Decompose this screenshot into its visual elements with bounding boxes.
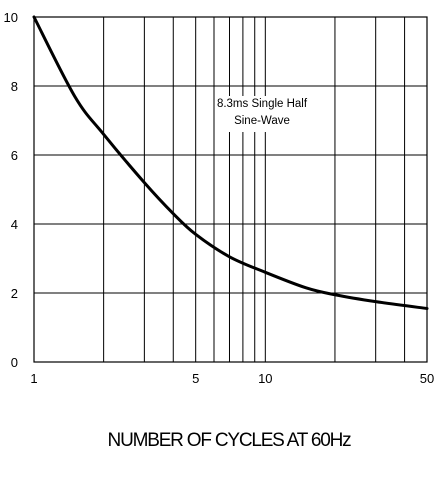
y-tick-label: 4 (11, 217, 18, 232)
plot-border (33, 16, 428, 363)
y-tick-label: 10 (4, 10, 18, 25)
plot-frame (33, 16, 428, 363)
y-tick-label: 2 (11, 286, 18, 301)
x-tick-labels: 1 5 10 50 (30, 371, 434, 386)
y-tick-label: 8 (11, 79, 18, 94)
y-tick-label: 6 (11, 148, 18, 163)
x-tick-label: 50 (420, 371, 434, 386)
annotation-background (225, 96, 299, 132)
series-line-1 (32, 15, 429, 311)
annotation: 8.3ms Single Half Sine-Wave (217, 96, 308, 132)
grid (33, 16, 428, 363)
y-tick-labels: 0 2 4 6 8 10 (4, 10, 18, 370)
x-tick-label: 1 (30, 371, 37, 386)
x-tick-label: 10 (258, 371, 272, 386)
series-layer (32, 15, 429, 311)
y-tick-label: 0 (11, 355, 18, 370)
x-axis-label: NUMBER OF CYCLES AT 60Hz (108, 430, 352, 451)
annotation-line-2: Sine-Wave (234, 115, 290, 127)
annotation-line-1: 8.3ms Single Half (217, 98, 308, 110)
x-tick-label: 5 (192, 371, 199, 386)
